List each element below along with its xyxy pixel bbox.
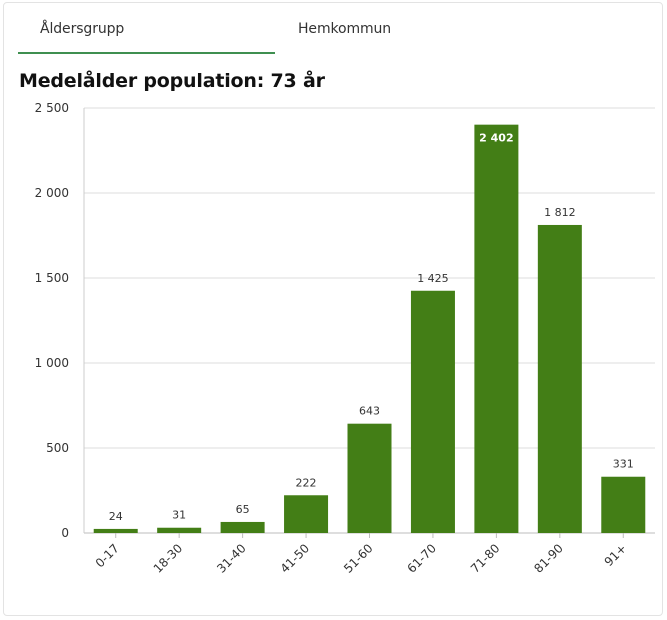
x-tick-label: 0-17 <box>93 541 122 570</box>
data-label: 1 812 <box>544 206 576 219</box>
data-label: 222 <box>296 476 317 489</box>
tab-bar: Åldersgrupp Hemkommun <box>4 3 662 55</box>
bar <box>157 527 202 533</box>
x-tick-label: 31-40 <box>214 541 249 576</box>
x-tick-label: 81-90 <box>531 541 566 576</box>
x-tick-label: 51-60 <box>341 541 376 576</box>
data-label: 331 <box>613 458 634 471</box>
data-label: 643 <box>359 405 380 418</box>
data-label: 2 402 <box>479 132 513 145</box>
x-tick-label: 71-80 <box>468 541 503 576</box>
data-label: 24 <box>109 510 123 523</box>
y-tick-label: 2 500 <box>35 101 69 115</box>
bar <box>220 521 265 533</box>
data-label: 65 <box>236 503 250 516</box>
bar <box>410 290 455 533</box>
bar <box>474 124 519 533</box>
tab-hemkommun[interactable]: Hemkommun <box>298 21 392 37</box>
bar <box>347 423 392 533</box>
y-tick-label: 0 <box>61 526 69 540</box>
data-label: 31 <box>172 509 186 522</box>
active-tab-indicator <box>18 52 275 54</box>
bar <box>284 495 329 533</box>
y-tick-label: 500 <box>46 441 69 455</box>
bar <box>93 528 138 533</box>
bar <box>601 476 646 533</box>
y-tick-label: 1 000 <box>35 356 69 370</box>
y-tick-label: 2 000 <box>35 186 69 200</box>
y-tick-label: 1 500 <box>35 271 69 285</box>
x-tick-label: 91+ <box>602 541 630 569</box>
x-tick-label: 18-30 <box>151 541 186 576</box>
x-tick-label: 61-70 <box>405 541 440 576</box>
chart-title: Medelålder population: 73 år <box>19 70 325 92</box>
tab-aldersgrupp[interactable]: Åldersgrupp <box>40 21 125 37</box>
x-tick-label: 41-50 <box>278 541 313 576</box>
bar <box>537 224 582 533</box>
data-label: 1 425 <box>417 272 449 285</box>
